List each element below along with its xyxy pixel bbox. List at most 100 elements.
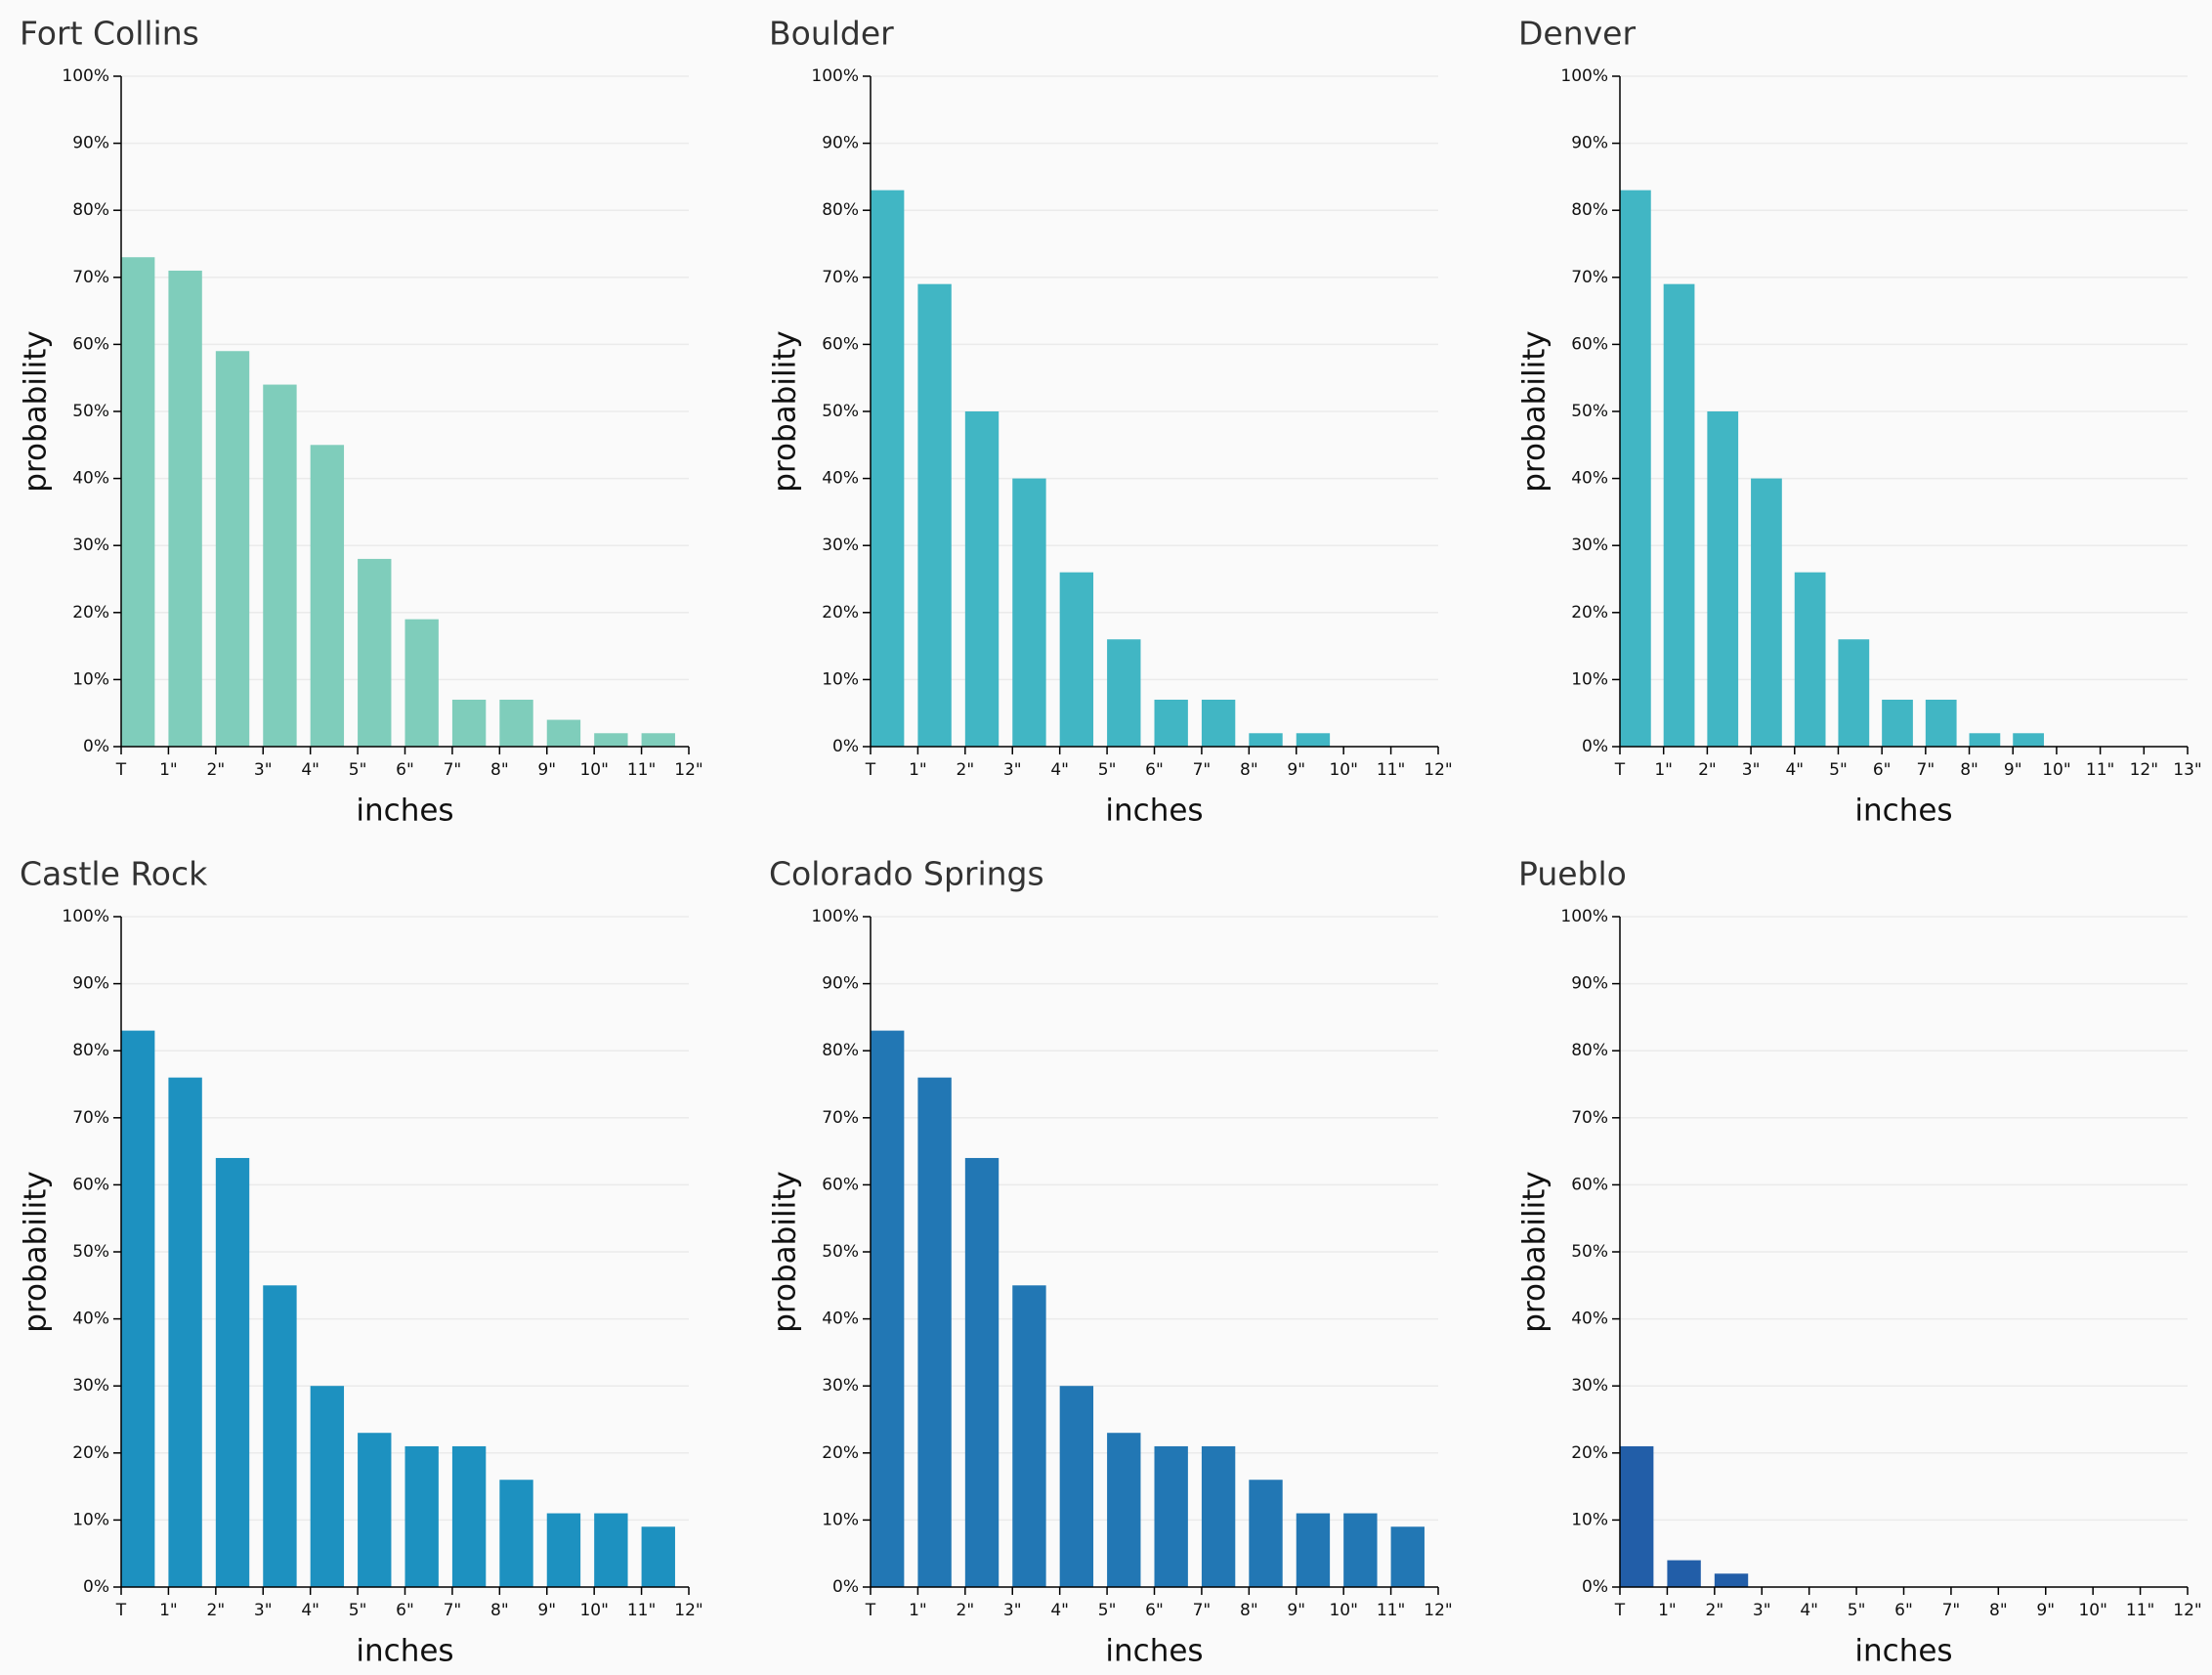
- bar: [121, 257, 155, 747]
- bar: [263, 1285, 297, 1587]
- chart-title: Boulder: [769, 15, 894, 53]
- y-tick-label: 80%: [1571, 1041, 1608, 1060]
- chart-panel: Castle Rock 0% 10% 20% 30% 40% 50% 60% 70% 80% 90%…: [19, 855, 703, 1669]
- y-tick-label: 80%: [1571, 200, 1608, 220]
- chart-title: Fort Collins: [20, 15, 199, 53]
- x-tick-label: 7": [444, 1601, 462, 1620]
- y-tick-label: 0%: [1582, 1577, 1608, 1597]
- x-tick-label: 4": [1050, 760, 1069, 780]
- y-tick-label: 30%: [72, 1376, 109, 1396]
- x-tick-label: T: [865, 760, 876, 780]
- x-tick-label: 2": [957, 1601, 975, 1620]
- bar: [1107, 639, 1141, 747]
- y-tick-label: 60%: [1571, 1175, 1608, 1194]
- bar: [1201, 699, 1236, 747]
- bar: [499, 699, 533, 747]
- x-tick-label: 9": [537, 1601, 556, 1620]
- y-tick-label: 20%: [822, 1443, 859, 1463]
- y-tick-label: 70%: [1571, 1108, 1608, 1128]
- x-tick-label: 13": [2173, 760, 2201, 780]
- x-tick-label: 3": [254, 1601, 273, 1620]
- bar: [215, 351, 250, 747]
- chart-title: Denver: [1518, 15, 1636, 53]
- x-axis-label: inches: [356, 794, 453, 829]
- x-tick-label: 4": [1800, 1601, 1818, 1620]
- y-tick-label: 50%: [1571, 402, 1608, 421]
- x-tick-label: 6": [396, 760, 414, 780]
- bar: [215, 1157, 250, 1587]
- x-tick-label: 12": [1424, 760, 1452, 780]
- x-tick-label: 2": [207, 760, 226, 780]
- bar: [263, 384, 297, 747]
- y-tick-label: 70%: [72, 268, 109, 287]
- x-tick-label: 7": [1193, 1601, 1212, 1620]
- y-tick-label: 20%: [822, 603, 859, 623]
- y-tick-label: 80%: [822, 1041, 859, 1060]
- bar: [1059, 572, 1094, 747]
- y-tick-label: 100%: [1560, 66, 1608, 86]
- y-tick-label: 40%: [1571, 469, 1608, 489]
- bar: [1663, 283, 1695, 747]
- y-tick-label: 70%: [822, 1108, 859, 1128]
- bar: [404, 1445, 439, 1587]
- x-tick-label: 12": [2130, 760, 2158, 780]
- x-tick-label: 4": [1050, 1601, 1069, 1620]
- bar: [917, 283, 952, 747]
- bar: [1154, 699, 1188, 747]
- bar: [1343, 1513, 1378, 1587]
- y-tick-label: 40%: [822, 1310, 859, 1329]
- y-tick-label: 20%: [1571, 603, 1608, 623]
- y-tick-label: 50%: [72, 1242, 109, 1262]
- x-tick-label: 6": [1145, 760, 1164, 780]
- x-tick-label: 2": [1706, 1601, 1724, 1620]
- y-tick-label: 90%: [822, 134, 859, 153]
- y-tick-label: 100%: [811, 907, 859, 926]
- y-tick-label: 10%: [72, 1510, 109, 1529]
- bar: [594, 1513, 628, 1587]
- bar: [1882, 699, 1913, 747]
- x-axis-label: inches: [1854, 794, 1952, 829]
- x-tick-label: 2": [207, 1601, 226, 1620]
- y-axis-label: probability: [19, 330, 54, 492]
- bar: [499, 1480, 533, 1587]
- x-tick-label: 9": [2004, 760, 2022, 780]
- y-tick-label: 40%: [822, 469, 859, 489]
- bar: [404, 619, 439, 747]
- bar: [1012, 1285, 1046, 1587]
- bar: [1838, 639, 1870, 747]
- y-axis-label: probability: [1517, 1171, 1553, 1332]
- bar: [1059, 1386, 1094, 1587]
- y-tick-label: 50%: [822, 1242, 859, 1262]
- bar: [641, 733, 675, 747]
- y-tick-label: 10%: [822, 1510, 859, 1529]
- x-tick-label: 4": [1785, 760, 1804, 780]
- x-tick-label: 3": [1003, 760, 1022, 780]
- y-tick-label: 60%: [72, 1175, 109, 1194]
- y-tick-label: 50%: [822, 402, 859, 421]
- y-tick-label: 100%: [811, 66, 859, 86]
- bar: [1107, 1433, 1141, 1587]
- bar: [1296, 733, 1331, 747]
- x-tick-label: 7": [444, 760, 462, 780]
- x-tick-label: 9": [1287, 1601, 1305, 1620]
- y-tick-label: 50%: [72, 402, 109, 421]
- x-tick-label: T: [865, 1601, 876, 1620]
- x-tick-label: 4": [301, 760, 319, 780]
- x-tick-label: 5": [1098, 760, 1117, 780]
- bar: [1751, 478, 1782, 747]
- x-tick-label: 11": [1377, 1601, 1405, 1620]
- x-axis-label: inches: [356, 1634, 453, 1669]
- y-tick-label: 10%: [72, 669, 109, 689]
- x-axis-label: inches: [1854, 1634, 1952, 1669]
- bar: [1794, 572, 1826, 747]
- bar: [451, 1445, 487, 1587]
- bar: [310, 445, 345, 747]
- x-tick-label: 7": [1942, 1601, 1961, 1620]
- x-tick-label: 12": [674, 760, 702, 780]
- chart-title: Castle Rock: [20, 855, 208, 893]
- y-tick-label: 90%: [1571, 974, 1608, 994]
- x-tick-label: 3": [1003, 1601, 1022, 1620]
- x-tick-label: 8": [490, 1601, 509, 1620]
- y-tick-label: 30%: [822, 536, 859, 555]
- x-tick-label: 1": [909, 760, 927, 780]
